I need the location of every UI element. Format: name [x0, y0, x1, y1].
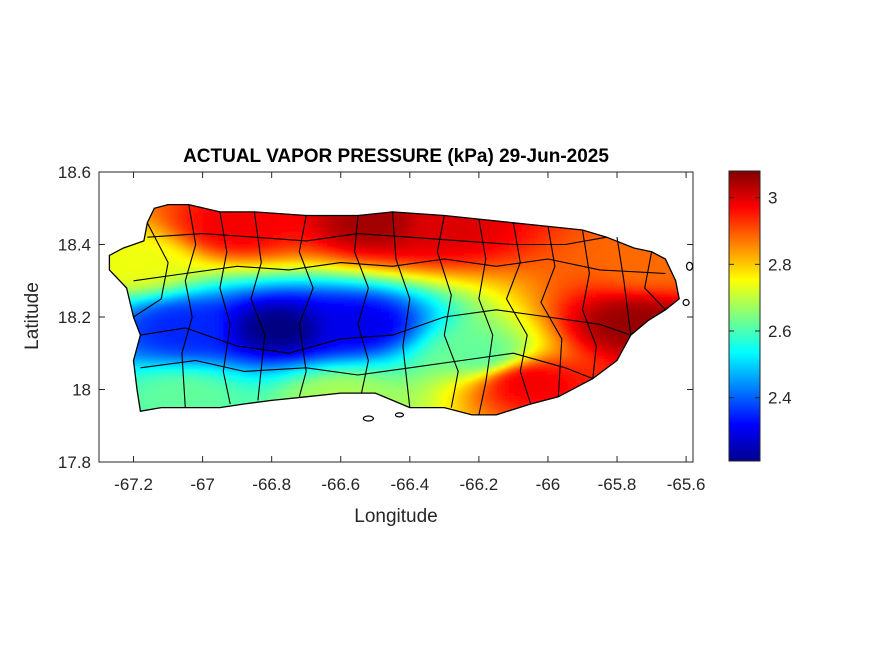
x-axis-label: Longitude: [354, 506, 437, 527]
x-tick-label: -66.6: [321, 475, 360, 494]
islet: [682, 298, 690, 307]
municipal-boundary: [354, 215, 369, 394]
x-tick-label: -67.2: [114, 475, 153, 494]
municipal-boundary: [436, 215, 459, 408]
colorbar-tick-label: 2.4: [768, 389, 792, 408]
municipal-boundary: [133, 258, 666, 282]
colorbar-tick-label: 2.6: [768, 322, 792, 341]
y-axis-ticks: 17.8 18 18.2 18.4 18.6: [58, 163, 693, 472]
colorbar-tick-label: 3: [768, 189, 777, 208]
x-tick-label: -66: [536, 475, 561, 494]
municipal-boundary: [219, 211, 231, 405]
x-tick-label: -66.2: [460, 475, 499, 494]
islet: [394, 412, 405, 418]
colorbar: [728, 170, 761, 462]
municipal-boundary: [478, 219, 494, 416]
x-tick-label: -65.8: [598, 475, 637, 494]
municipal-boundary: [540, 226, 563, 397]
municipal-boundary: [140, 309, 631, 354]
municipal-boundary: [581, 229, 597, 379]
islet: [685, 261, 694, 271]
y-tick-label: 18: [72, 381, 91, 400]
chart-title: ACTUAL VAPOR PRESSURE (kPa) 29-Jun-2025: [183, 146, 609, 167]
y-axis-label: Latitude: [22, 282, 43, 350]
municipal-boundary: [140, 352, 594, 380]
x-tick-label: -66.4: [390, 475, 429, 494]
municipal-boundary: [133, 222, 169, 318]
municipal-boundaries: [133, 204, 666, 416]
x-axis-ticks: -67.2 -67 -66.8 -66.6 -66.4 -66.2 -66 -65.8 -65.…: [114, 172, 705, 494]
municipal-boundary: [505, 222, 532, 405]
municipal-boundary: [298, 215, 314, 397]
coastline: [108, 203, 680, 416]
offshore-islets: [362, 261, 694, 422]
islet: [362, 415, 374, 422]
y-tick-label: 18.2: [58, 308, 91, 327]
colorbar-tick-label: 2.8: [768, 255, 792, 274]
x-tick-label: -67: [190, 475, 215, 494]
colorbar-ticks: 2.4 2.6 2.8 3: [729, 189, 792, 408]
municipal-boundary: [644, 251, 666, 311]
x-tick-label: -65.6: [667, 475, 706, 494]
municipal-boundary: [147, 233, 607, 246]
municipal-boundary: [250, 211, 266, 401]
y-tick-label: 18.4: [58, 236, 91, 255]
y-tick-label: 17.8: [58, 453, 91, 472]
x-tick-label: -66.8: [252, 475, 291, 494]
municipal-boundary: [391, 211, 411, 408]
y-tick-label: 18.6: [58, 163, 91, 182]
municipal-boundary: [616, 237, 632, 336]
